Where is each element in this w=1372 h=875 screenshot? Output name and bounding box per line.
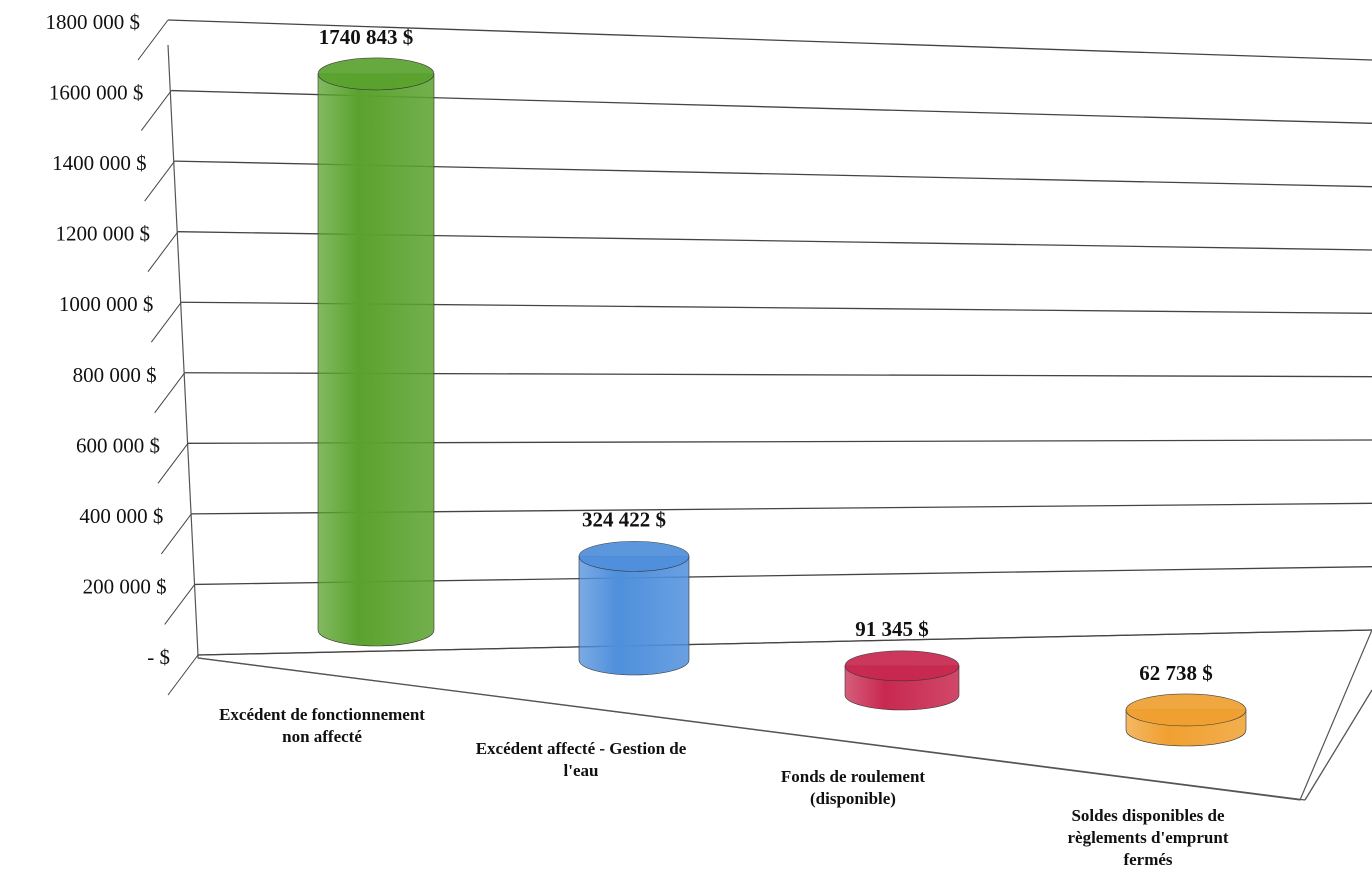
wall-gridline (144, 160, 176, 202)
bar-top (844, 650, 960, 682)
bar-2 (844, 650, 960, 711)
y-tick-label: 1000 000 $ (59, 292, 154, 316)
bar-body (578, 556, 690, 676)
y-tick-label: 800 000 $ (73, 363, 157, 387)
data-label: 62 738 $ (1139, 661, 1213, 685)
data-labels: 1740 843 $ 324 422 $ 91 345 $ 62 738 $ (319, 25, 1213, 685)
y-tick-label: 400 000 $ (79, 504, 163, 528)
y-tick-label: 600 000 $ (76, 433, 160, 457)
bar-top (317, 57, 435, 91)
chart-walls (137, 19, 199, 696)
category-label: Excédent affecté - Gestion de l'eau (476, 739, 687, 780)
bar-top (578, 541, 690, 572)
bar-0 (317, 57, 435, 647)
y-tick-label: - $ (147, 645, 170, 669)
bar-top (1125, 693, 1247, 727)
wall-gridline (154, 372, 186, 414)
data-label: 324 422 $ (582, 507, 666, 531)
floor-right-edge (1304, 689, 1372, 801)
data-label: 1740 843 $ (319, 25, 414, 49)
wall-gridline (150, 301, 182, 343)
category-label: Fonds de roulement (disponible) (781, 767, 926, 808)
left-wall-edge (167, 44, 199, 656)
bars (317, 57, 1247, 747)
wall-gridline (147, 231, 179, 272)
category-label: Soldes disponibles de règlements d'emprun… (1067, 806, 1228, 869)
data-label: 91 345 $ (855, 617, 929, 641)
category-label: Excédent de fonctionnement non affecté (219, 705, 425, 746)
y-axis-ticks: - $ 200 000 $ 400 000 $ 600 000 $ 800 000 $ 1… (46, 10, 171, 669)
gridline (197, 629, 1372, 656)
gridline (167, 19, 1372, 61)
wall-gridline (164, 584, 196, 625)
y-tick-label: 1200 000 $ (56, 222, 151, 246)
bar-3 (1125, 693, 1247, 747)
y-tick-label: 1800 000 $ (46, 10, 141, 34)
wall-gridline (167, 654, 199, 696)
y-tick-label: 1600 000 $ (49, 81, 144, 105)
wall-gridline (157, 443, 189, 484)
bar-body (317, 73, 435, 647)
y-tick-label: 1400 000 $ (52, 151, 147, 175)
floor-front-edge (197, 657, 1306, 801)
wall-gridline (140, 90, 172, 131)
wall-gridline (137, 19, 169, 61)
wall-gridline (160, 513, 192, 555)
y-tick-label: 200 000 $ (83, 574, 167, 598)
bar-1 (578, 541, 690, 676)
category-labels: Excédent de fonctionnement non affecté Exc… (219, 705, 1229, 869)
